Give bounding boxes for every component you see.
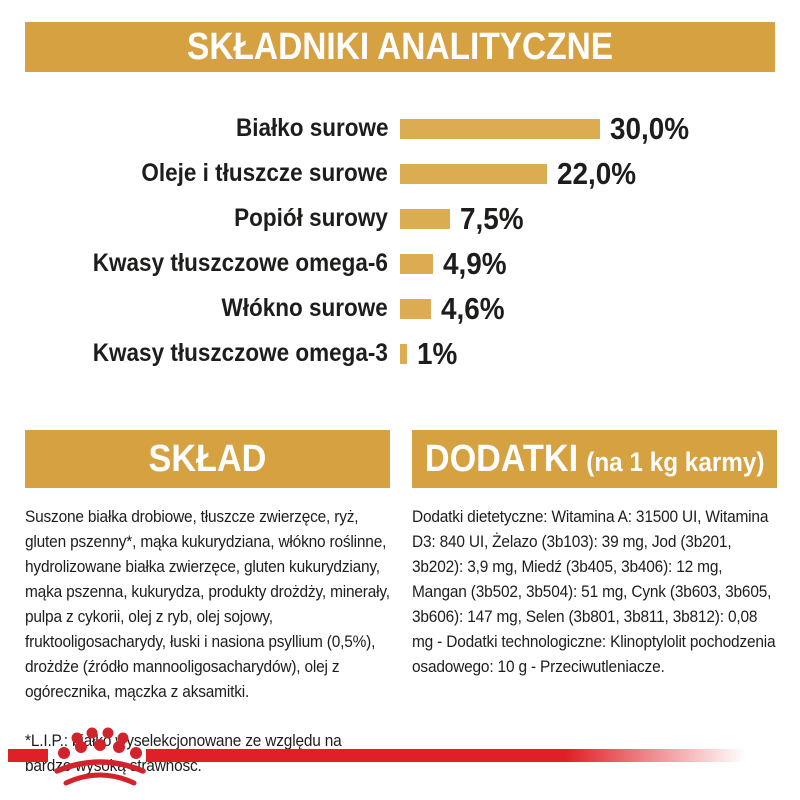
chart-value-label: 4,9%: [443, 245, 507, 281]
chart-row: Popiół surowy 7,5%: [0, 196, 800, 241]
dodatki-title: DODATKI: [424, 437, 578, 480]
sklad-ingredients-text: Suszone białka drobiowe, tłuszcze zwierz…: [25, 507, 390, 701]
chart-bar: [400, 118, 600, 139]
chart-value-label: 22,0%: [557, 155, 637, 191]
dodatki-section: DODATKI (na 1 kg karmy) Dodatki dietetyc…: [412, 430, 777, 679]
royal-canin-crown-icon: [54, 727, 146, 786]
sklad-header-bar: SKŁAD: [25, 430, 390, 488]
chart-row: Włókno surowe 4,6%: [0, 286, 800, 331]
chart-category-label: Włókno surowe: [221, 294, 388, 322]
dodatki-additives-text: Dodatki dietetyczne: Witamina A: 31500 U…: [412, 507, 776, 676]
dodatki-header-bar: DODATKI (na 1 kg karmy): [412, 430, 777, 488]
chart-category-label: Białko surowe: [235, 114, 388, 142]
chart-value-label: 30,0%: [610, 110, 690, 146]
chart-row: Kwasy tłuszczowe omega-3 1%: [0, 331, 800, 376]
chart-value-label: 4,6%: [441, 290, 505, 326]
chart-row: Białko surowe 30,0%: [0, 106, 800, 151]
chart-bar: [400, 298, 431, 319]
chart-category-label: Kwasy tłuszczowe omega-3: [92, 339, 388, 367]
chart-bar: [400, 343, 407, 364]
chart-value-label: 7,5%: [460, 200, 524, 236]
chart-category-label: Kwasy tłuszczowe omega-6: [92, 249, 388, 277]
footer-stripe-right: [146, 749, 745, 762]
analytical-components-header-bar: SKŁADNIKI ANALITYCZNE: [25, 22, 775, 72]
chart-category-label: Oleje i tłuszcze surowe: [141, 159, 388, 187]
chart-bar: [400, 208, 450, 229]
chart-category-label: Popiół surowy: [234, 204, 388, 232]
chart-row: Kwasy tłuszczowe omega-6 4,9%: [0, 241, 800, 286]
dodatki-title-suffix: (na 1 kg karmy): [586, 446, 765, 477]
chart-row: Oleje i tłuszcze surowe 22,0%: [0, 151, 800, 196]
analytical-components-title: SKŁADNIKI ANALITYCZNE: [186, 25, 614, 68]
analytical-components-bar-chart: Białko surowe 30,0% Oleje i tłuszcze surow…: [0, 106, 800, 376]
chart-bar: [400, 253, 433, 274]
sklad-title: SKŁAD: [148, 437, 267, 480]
chart-value-label: 1%: [417, 335, 458, 371]
chart-bar: [400, 163, 547, 184]
footer-stripe-left: [8, 749, 48, 762]
